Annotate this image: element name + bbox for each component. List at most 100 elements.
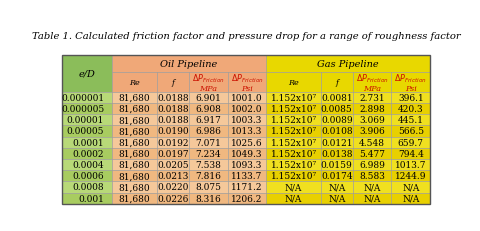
Bar	[391, 137, 430, 148]
Text: 1.152x10⁷: 1.152x10⁷	[271, 149, 317, 158]
Bar	[189, 182, 228, 193]
Text: 3.906: 3.906	[359, 127, 385, 136]
Bar	[112, 55, 266, 72]
Bar	[189, 115, 228, 126]
Bar	[391, 170, 430, 182]
Bar	[157, 182, 189, 193]
Text: Gas Pipeline: Gas Pipeline	[317, 59, 379, 68]
Text: N/A: N/A	[402, 183, 420, 191]
Text: 6.917: 6.917	[195, 116, 221, 125]
Bar	[62, 193, 112, 204]
Bar	[266, 55, 430, 72]
Text: 8.583: 8.583	[359, 171, 385, 180]
Text: f: f	[335, 78, 338, 86]
Text: 1093.3: 1093.3	[231, 160, 263, 169]
Bar	[157, 126, 189, 137]
Text: Re: Re	[288, 78, 299, 86]
Text: 396.1: 396.1	[398, 94, 424, 103]
Text: 0.0192: 0.0192	[157, 138, 189, 147]
Text: 7.234: 7.234	[195, 149, 221, 158]
Bar	[266, 137, 321, 148]
Text: 81,680: 81,680	[119, 171, 150, 180]
Bar	[112, 159, 157, 170]
Bar	[112, 126, 157, 137]
Text: 8.316: 8.316	[195, 194, 221, 203]
Bar	[321, 115, 353, 126]
Bar	[112, 182, 157, 193]
Bar	[62, 115, 112, 126]
Bar	[112, 170, 157, 182]
Bar	[112, 115, 157, 126]
Bar	[353, 115, 391, 126]
Text: 6.986: 6.986	[195, 127, 221, 136]
Text: 6.908: 6.908	[195, 105, 221, 114]
Text: 0.0004: 0.0004	[72, 160, 104, 169]
Bar	[321, 72, 353, 92]
Bar	[228, 92, 266, 103]
Text: 81,680: 81,680	[119, 105, 150, 114]
Text: 1.152x10⁷: 1.152x10⁷	[271, 94, 317, 103]
Text: 1001.0: 1001.0	[231, 94, 263, 103]
Text: 1206.2: 1206.2	[231, 194, 263, 203]
Text: 0.0002: 0.0002	[72, 149, 104, 158]
Text: $\Delta P_{Friction}$
Psi: $\Delta P_{Friction}$ Psi	[231, 72, 264, 93]
Bar	[189, 193, 228, 204]
Bar	[62, 170, 112, 182]
Text: 1013.3: 1013.3	[231, 127, 263, 136]
Text: 0.0188: 0.0188	[157, 94, 189, 103]
Text: 1049.3: 1049.3	[231, 149, 263, 158]
Bar	[391, 72, 430, 92]
Bar	[112, 103, 157, 115]
Bar	[321, 159, 353, 170]
Text: 0.0159: 0.0159	[321, 160, 353, 169]
Bar	[228, 170, 266, 182]
Bar	[266, 115, 321, 126]
Text: 7.816: 7.816	[195, 171, 221, 180]
Bar	[391, 148, 430, 159]
Bar	[266, 72, 321, 92]
Bar	[157, 193, 189, 204]
Bar	[157, 115, 189, 126]
Text: Re: Re	[129, 78, 140, 86]
Bar	[189, 137, 228, 148]
Text: 6.901: 6.901	[195, 94, 221, 103]
Bar	[391, 182, 430, 193]
Text: 2.898: 2.898	[359, 105, 385, 114]
Bar	[157, 137, 189, 148]
Bar	[157, 103, 189, 115]
Text: 0.0188: 0.0188	[157, 105, 189, 114]
Bar	[112, 193, 157, 204]
Bar	[321, 137, 353, 148]
Text: 566.5: 566.5	[398, 127, 424, 136]
Text: 2.731: 2.731	[359, 94, 385, 103]
Text: 420.3: 420.3	[398, 105, 423, 114]
Text: 0.0220: 0.0220	[157, 183, 189, 191]
Bar	[228, 72, 266, 92]
Bar	[228, 159, 266, 170]
Bar	[266, 159, 321, 170]
Bar	[321, 170, 353, 182]
Text: 8.075: 8.075	[195, 183, 221, 191]
Text: N/A: N/A	[328, 194, 346, 203]
Text: $\Delta P_{Friction}$
MPa: $\Delta P_{Friction}$ MPa	[192, 72, 225, 93]
Text: 1.152x10⁷: 1.152x10⁷	[271, 105, 317, 114]
Text: 7.538: 7.538	[195, 160, 221, 169]
Bar	[321, 182, 353, 193]
Text: 1133.7: 1133.7	[231, 171, 263, 180]
Bar	[189, 159, 228, 170]
Bar	[189, 126, 228, 137]
Bar	[321, 92, 353, 103]
Bar	[228, 193, 266, 204]
Text: 1.152x10⁷: 1.152x10⁷	[271, 138, 317, 147]
Text: Table 1. Calculated friction factor and pressure drop for a range of roughness f: Table 1. Calculated friction factor and …	[32, 32, 460, 41]
Bar	[266, 126, 321, 137]
Bar	[228, 115, 266, 126]
Text: 1.152x10⁷: 1.152x10⁷	[271, 127, 317, 136]
Bar	[266, 170, 321, 182]
Text: 1.152x10⁷: 1.152x10⁷	[271, 160, 317, 169]
Bar	[228, 182, 266, 193]
Text: 0.0226: 0.0226	[157, 194, 189, 203]
Bar	[189, 170, 228, 182]
Text: 1.152x10⁷: 1.152x10⁷	[271, 171, 317, 180]
Text: 81,680: 81,680	[119, 127, 150, 136]
